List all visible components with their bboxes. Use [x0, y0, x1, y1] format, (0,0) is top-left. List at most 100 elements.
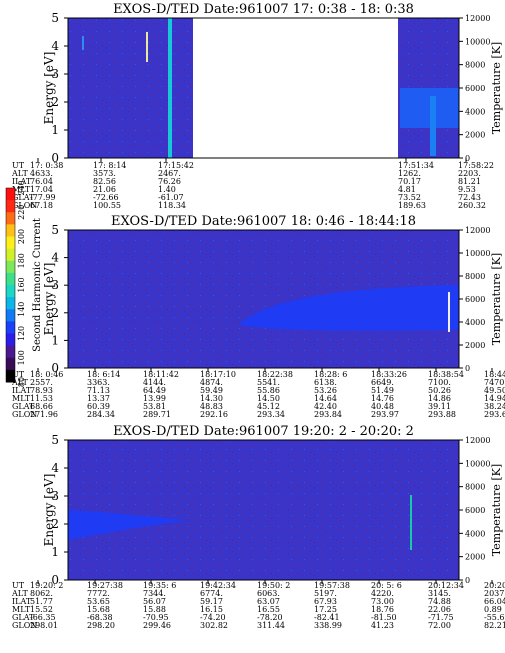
orbit-value: 67.93	[314, 597, 337, 606]
orbit-value: 64.49	[143, 386, 166, 395]
orbit-value: 18:38:54	[428, 370, 464, 379]
orbit-value: 293.84	[314, 410, 342, 419]
orbit-value: 81.21	[458, 177, 481, 186]
orbit-value: 18:17:10	[200, 370, 236, 379]
orbit-value: 17:15:42	[158, 161, 194, 170]
orbit-value: 14.76	[371, 394, 394, 403]
orbit-value: 76.04	[30, 177, 53, 186]
orbit-value: 22.06	[428, 605, 451, 614]
orbit-value: 17.04	[30, 185, 53, 194]
orbit-value: 298.20	[87, 621, 115, 630]
orbit-value: 56.07	[143, 597, 166, 606]
color-bar-segment	[6, 272, 15, 286]
orbit-value: 17.25	[314, 605, 337, 614]
orbit-value: 5541.	[257, 378, 280, 387]
color-bar-tick-label: 100	[17, 350, 26, 365]
orbit-value: 18:11:42	[143, 370, 179, 379]
y-right-tick-label: 6000	[465, 84, 485, 93]
orbit-value: 2467.	[158, 169, 181, 178]
y-tick-label: 0	[51, 361, 59, 375]
y-tick-label: 3	[51, 278, 59, 292]
orbit-value: -70.95	[143, 613, 169, 622]
color-bar-tick-label: 200	[17, 229, 26, 244]
orbit-value: 41.23	[371, 621, 394, 630]
color-bar-segment	[6, 200, 15, 213]
orbit-value: 292.16	[200, 410, 228, 419]
orbit-value: 17: 0:38	[30, 161, 63, 170]
color-bar-segment	[6, 309, 15, 322]
orbit-value: 73.52	[398, 193, 421, 202]
orbit-value: 42.40	[314, 402, 337, 411]
y-axis-label: Energy [eV]	[42, 474, 56, 547]
orbit-value: 6774.	[200, 589, 223, 598]
spike-line	[146, 32, 148, 62]
orbit-value: 6138.	[314, 378, 337, 387]
orbit-value: 15.88	[143, 605, 166, 614]
orbit-value: 3363.	[87, 378, 110, 387]
orbit-row-label: GLON	[12, 621, 37, 630]
orbit-value: 4.81	[398, 185, 416, 194]
data-gap	[193, 18, 398, 158]
color-bar-segment	[6, 224, 15, 237]
color-bar: 80 100 120 140 160 180 200 220 240 Second Harmoni…	[5, 180, 43, 387]
orbit-value: 18: 0:46	[30, 370, 63, 379]
orbit-row-label: GLAT	[12, 402, 35, 411]
y-right-tick-label: 10000	[465, 249, 490, 258]
y-right-tick-label: 12000	[465, 14, 490, 23]
orbit-value: 67.18	[30, 201, 53, 210]
y-tick-label: 3	[51, 67, 59, 81]
orbit-value: 311.44	[257, 621, 285, 630]
orbit-value: 14.86	[428, 394, 451, 403]
orbit-value: 293.97	[371, 410, 399, 419]
y-right-tick-label: 8000	[465, 483, 485, 492]
orbit-value: 20:12:34	[428, 581, 464, 590]
orbit-value: 14.50	[257, 394, 280, 403]
orbit-value: 51.49	[371, 386, 394, 395]
orbit-row-label: ALT	[11, 589, 28, 598]
orbit-value: -55.66	[484, 613, 505, 622]
orbit-value: 2557.	[30, 378, 53, 387]
orbit-row-label: ILAT	[12, 386, 32, 395]
y-right-tick-label: 10000	[465, 459, 490, 468]
orbit-row-label: UT	[12, 581, 25, 590]
energy-band	[68, 510, 190, 540]
orbit-value: 7344.	[143, 589, 166, 598]
orbit-value: 38.24	[484, 402, 505, 411]
orbit-value: 66.04	[484, 597, 505, 606]
orbit-value: 19:35: 6	[143, 581, 176, 590]
orbit-value: 55.86	[257, 386, 280, 395]
orbit-value: 19:27:38	[87, 581, 123, 590]
orbit-value: 53.65	[87, 597, 110, 606]
orbit-value: 0.89	[484, 605, 502, 614]
color-bar-segment	[6, 285, 15, 298]
y-right-tick-label: 6000	[465, 295, 485, 304]
orbit-value: 49.50	[484, 386, 505, 395]
orbit-value: 18:22:38	[257, 370, 293, 379]
orbit-value: 59.49	[200, 386, 223, 395]
orbit-value: 82.21	[484, 621, 505, 630]
color-bar-tick-label: 220	[17, 205, 26, 220]
orbit-value: 3145.	[428, 589, 451, 598]
orbit-value: 18: 6:14	[87, 370, 120, 379]
orbit-value: 13.37	[87, 394, 110, 403]
orbit-row-label: ALT	[11, 169, 28, 178]
color-bar-segment	[6, 248, 15, 262]
y-tick-label: 5	[51, 223, 59, 237]
color-bar-segment	[6, 297, 15, 310]
y-axis-label: Energy [eV]	[42, 263, 56, 336]
color-bar-segment	[6, 260, 15, 274]
panel-1: EXOS-D/TED Date:961007 17: 0:38 - 18: 0:…	[11, 2, 503, 210]
orbit-row-label: MLT	[12, 605, 31, 614]
orbit-value: 82.56	[93, 177, 116, 186]
spike-line	[410, 495, 412, 550]
spectrogram-area	[68, 440, 459, 580]
y-tick-label: 5	[51, 11, 59, 25]
orbit-value: 14.94	[484, 394, 505, 403]
orbit-value: 338.99	[314, 621, 342, 630]
orbit-value: 7100.	[428, 378, 451, 387]
y-right-tick-label: 2000	[465, 131, 485, 140]
y-right-tick-label: 12000	[465, 436, 490, 445]
orbit-value: 51.77	[30, 597, 53, 606]
orbit-value: 9.53	[458, 185, 476, 194]
orbit-value: 17:51:34	[398, 161, 434, 170]
